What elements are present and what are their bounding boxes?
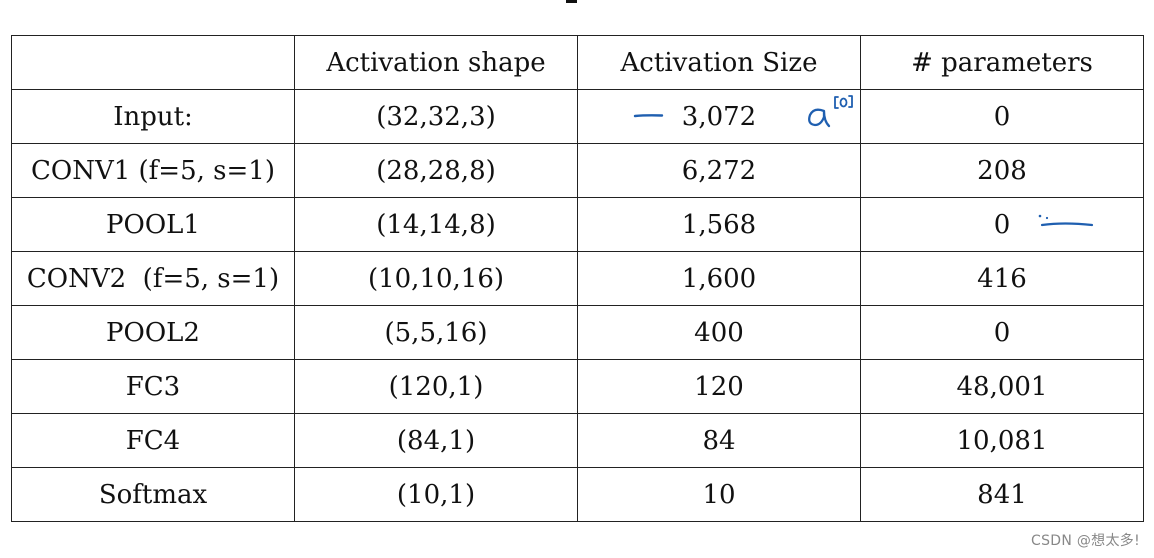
table-row: FC4 (84,1) 84 10,081 [11,413,1144,468]
layer-cell: CONV2 (f=5, s=1) [11,251,295,306]
layer-cell: POOL1 [11,197,295,252]
shape-cell: (14,14,8) [294,197,578,252]
shape-cell: (28,28,8) [294,143,578,198]
layer-cell: FC4 [11,413,295,468]
size-cell: 400 [577,305,861,360]
table-row: POOL2 (5,5,16) 400 0 [11,305,1144,360]
shape-cell: (5,5,16) [294,305,578,360]
size-cell: 120 [577,359,861,414]
header-activation-size: Activation Size [577,35,861,90]
shape-cell: (10,10,16) [294,251,578,306]
params-cell: 0 [860,197,1144,252]
top-mark [566,0,577,3]
table-row: Softmax (10,1) 10 841 [11,467,1144,522]
cnn-layer-table: Activation shape Activation Size # param… [11,35,1144,522]
table-row: CONV2 (f=5, s=1) (10,10,16) 1,600 416 [11,251,1144,306]
header-layer [11,35,295,90]
params-cell: 841 [860,467,1144,522]
header-row: Activation shape Activation Size # param… [11,35,1144,90]
size-cell: 10 [577,467,861,522]
params-cell: 48,001 [860,359,1144,414]
layer-cell: FC3 [11,359,295,414]
params-cell: 0 [860,89,1144,144]
size-cell: 3,072 [577,89,861,144]
table-row: FC3 (120,1) 120 48,001 [11,359,1144,414]
shape-cell: (32,32,3) [294,89,578,144]
table-row: Input: (32,32,3) 3,072 0 [11,89,1144,144]
params-cell: 0 [860,305,1144,360]
header-parameters: # parameters [860,35,1144,90]
header-activation-shape: Activation shape [294,35,578,90]
params-cell: 416 [860,251,1144,306]
size-cell: 6,272 [577,143,861,198]
watermark: CSDN @想太多! [1031,533,1140,549]
size-cell: 1,600 [577,251,861,306]
size-cell: 84 [577,413,861,468]
params-cell: 10,081 [860,413,1144,468]
params-cell: 208 [860,143,1144,198]
shape-cell: (120,1) [294,359,578,414]
table-container: Activation shape Activation Size # param… [11,35,1144,522]
shape-cell: (10,1) [294,467,578,522]
layer-cell: Input: [11,89,295,144]
layer-cell: POOL2 [11,305,295,360]
shape-cell: (84,1) [294,413,578,468]
table-row: POOL1 (14,14,8) 1,568 0 [11,197,1144,252]
table-row: CONV1 (f=5, s=1) (28,28,8) 6,272 208 [11,143,1144,198]
layer-cell: CONV1 (f=5, s=1) [11,143,295,198]
layer-cell: Softmax [11,467,295,522]
size-cell: 1,568 [577,197,861,252]
